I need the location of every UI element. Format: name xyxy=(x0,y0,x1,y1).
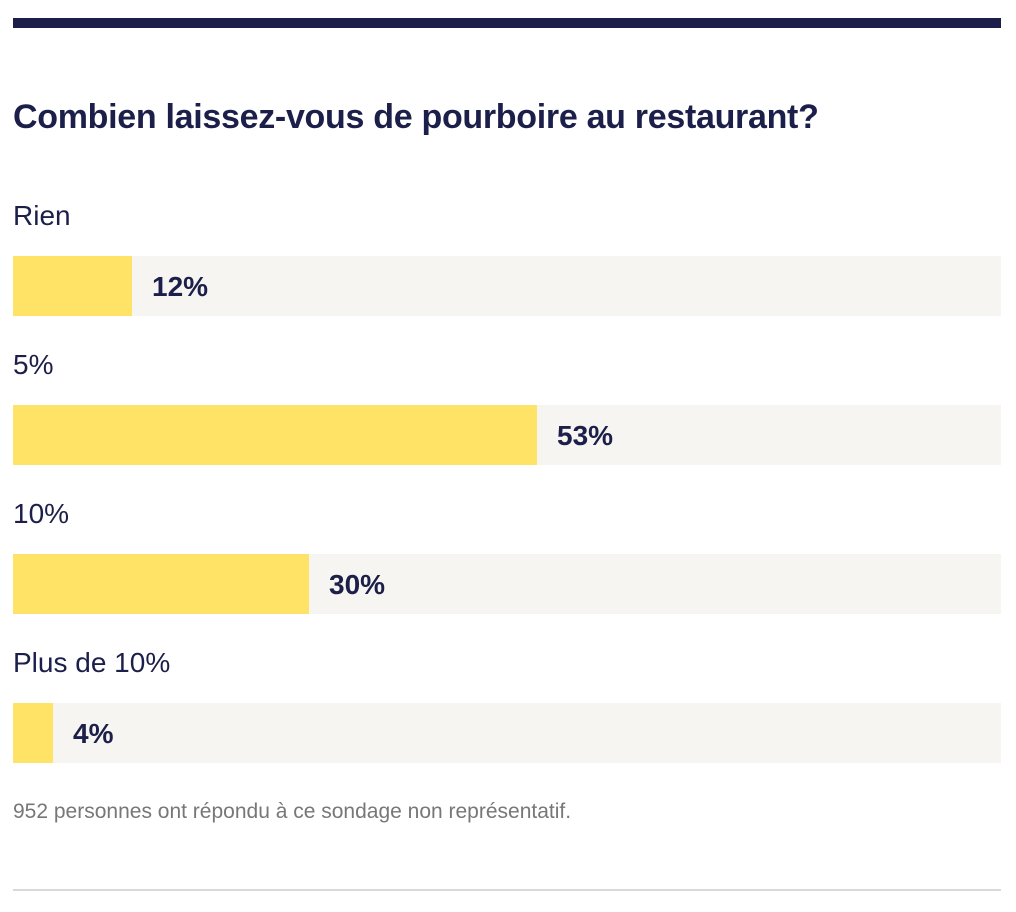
poll-results: Rien 12% 5% 53% 10% 30% Plus de 10% 4% xyxy=(13,196,1001,792)
poll-option: 10% 30% xyxy=(13,494,1001,643)
bar-track: 4% xyxy=(13,703,1001,763)
chart-title: Combien laissez-vous de pourboire au res… xyxy=(13,98,819,136)
bar-track: 53% xyxy=(13,405,1001,465)
option-label: 10% xyxy=(13,498,70,529)
bar-value-label: 12% xyxy=(152,271,209,302)
survey-note: 952 personnes ont répondu à ce sondage n… xyxy=(13,800,572,823)
bar-value-label: 30% xyxy=(329,569,386,600)
bar-value-label: 53% xyxy=(557,420,614,451)
poll-option: 5% 53% xyxy=(13,345,1001,494)
bottom-rule xyxy=(13,889,1001,891)
option-label: 5% xyxy=(13,349,54,380)
bar-value-label: 4% xyxy=(73,718,114,749)
bar xyxy=(13,703,53,763)
bar-track: 12% xyxy=(13,256,1001,316)
poll-option: Rien 12% xyxy=(13,196,1001,345)
top-rule xyxy=(13,18,1001,28)
poll-option: Plus de 10% 4% xyxy=(13,643,1001,792)
bar xyxy=(13,405,537,465)
option-label: Plus de 10% xyxy=(13,647,171,678)
bar xyxy=(13,554,309,614)
bar-track: 30% xyxy=(13,554,1001,614)
bar xyxy=(13,256,132,316)
option-label: Rien xyxy=(13,200,71,231)
